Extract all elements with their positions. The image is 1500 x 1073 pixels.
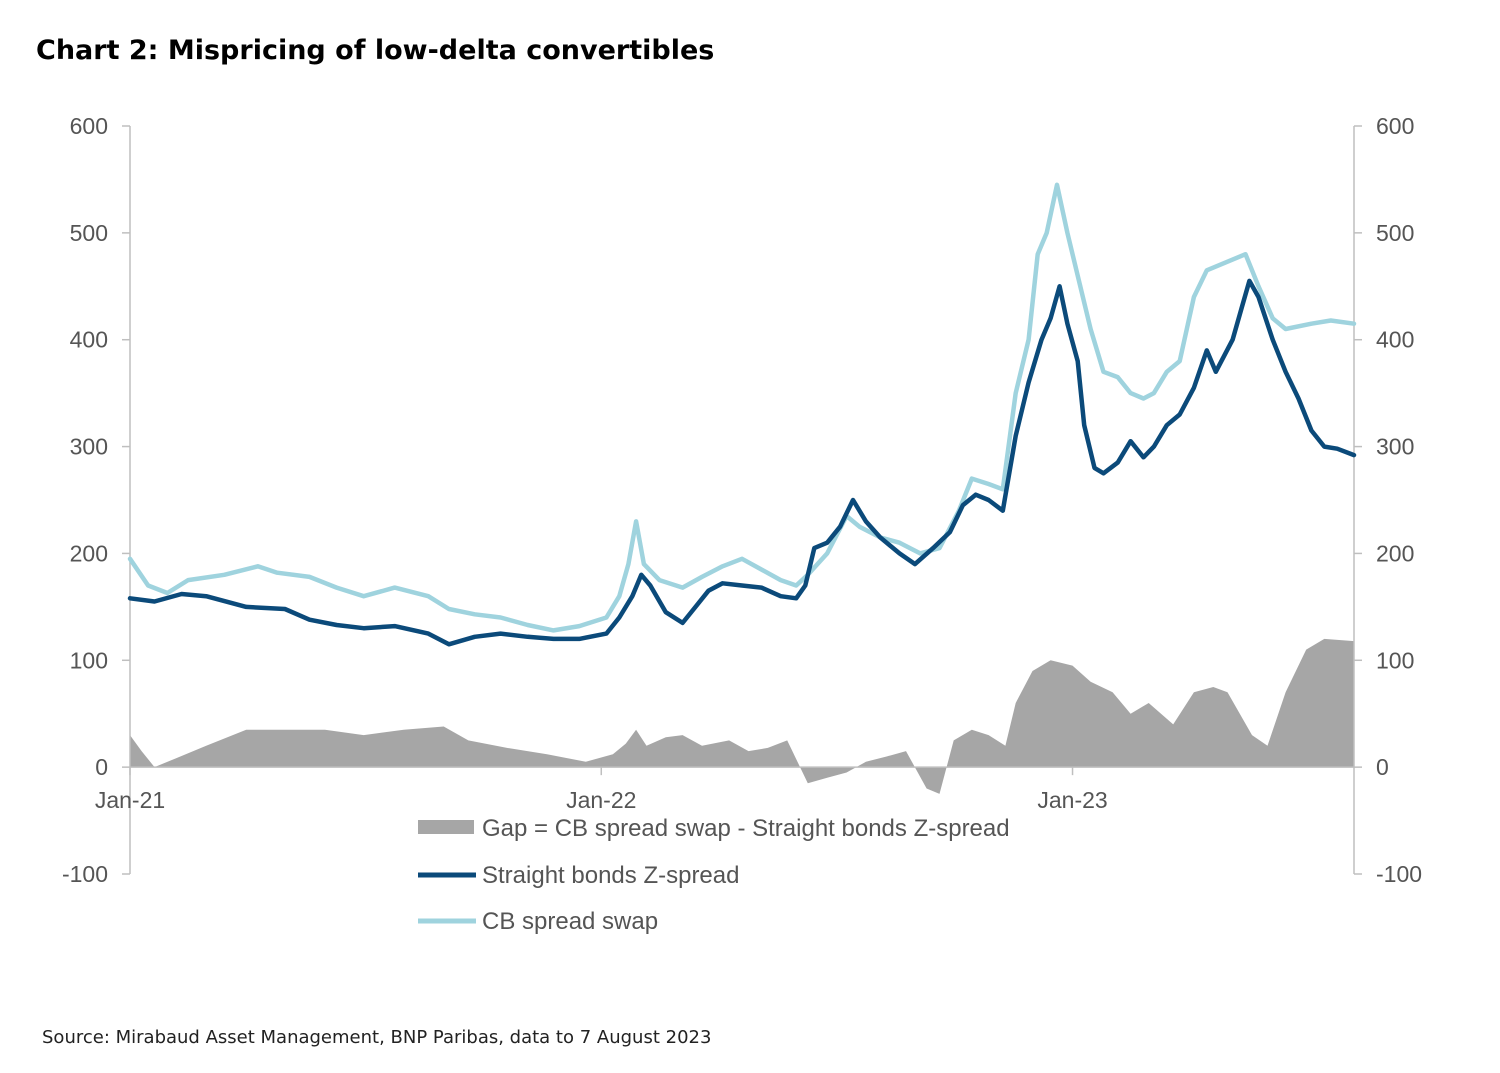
legend-label-gap: Gap = CB spread swap - Straight bonds Z-… [482, 815, 1010, 842]
series-straight-line [127, 278, 1357, 647]
y-left-tick-label: 0 [95, 754, 108, 780]
y-axis-right-ticks: 600 500 400 300 200 100 0 -100 [1354, 113, 1422, 887]
axis-layer [129, 126, 1355, 874]
gap-area-layer [130, 638, 1354, 794]
y-right-tick-label: 500 [1376, 220, 1414, 246]
y-left-tick-label: 300 [70, 434, 108, 460]
y-left-tick-label: 400 [70, 327, 108, 353]
legend-swatch-gap [418, 820, 474, 834]
x-tick-label: Jan-22 [566, 787, 636, 813]
x-tick-label: Jan-21 [95, 787, 165, 813]
chart-title: Chart 2: Mispricing of low-delta convert… [36, 35, 714, 66]
series-gap-area [130, 638, 1354, 794]
y-right-tick-label: 400 [1376, 327, 1414, 353]
y-left-tick-label: 500 [70, 220, 108, 246]
y-right-tick-label: 600 [1376, 113, 1414, 139]
x-axis-ticks: Jan-21 Jan-22 Jan-23 [95, 767, 1108, 813]
legend: Gap = CB spread swap - Straight bonds Z-… [418, 815, 1010, 935]
plot-area [127, 126, 1357, 874]
y-left-tick-label: 600 [70, 113, 108, 139]
source-note: Source: Mirabaud Asset Management, BNP P… [42, 1027, 711, 1048]
y-axis-left-ticks: 600 500 400 300 200 100 0 -100 [62, 113, 130, 887]
straight-line-layer [127, 278, 1357, 647]
y-left-tick-label: -100 [62, 861, 108, 887]
cb-line-layer [127, 182, 1357, 633]
legend-label-straight: Straight bonds Z-spread [482, 862, 739, 889]
y-right-tick-label: 100 [1376, 647, 1414, 673]
series-cb-line [127, 182, 1357, 633]
y-right-tick-label: 0 [1376, 754, 1389, 780]
y-left-tick-label: 100 [70, 647, 108, 673]
x-tick-label: Jan-23 [1037, 787, 1107, 813]
y-left-tick-label: 200 [70, 540, 108, 566]
legend-label-cb: CB spread swap [482, 908, 658, 935]
y-right-tick-label: 300 [1376, 434, 1414, 460]
y-right-tick-label: 200 [1376, 540, 1414, 566]
y-right-tick-label: -100 [1376, 861, 1422, 887]
